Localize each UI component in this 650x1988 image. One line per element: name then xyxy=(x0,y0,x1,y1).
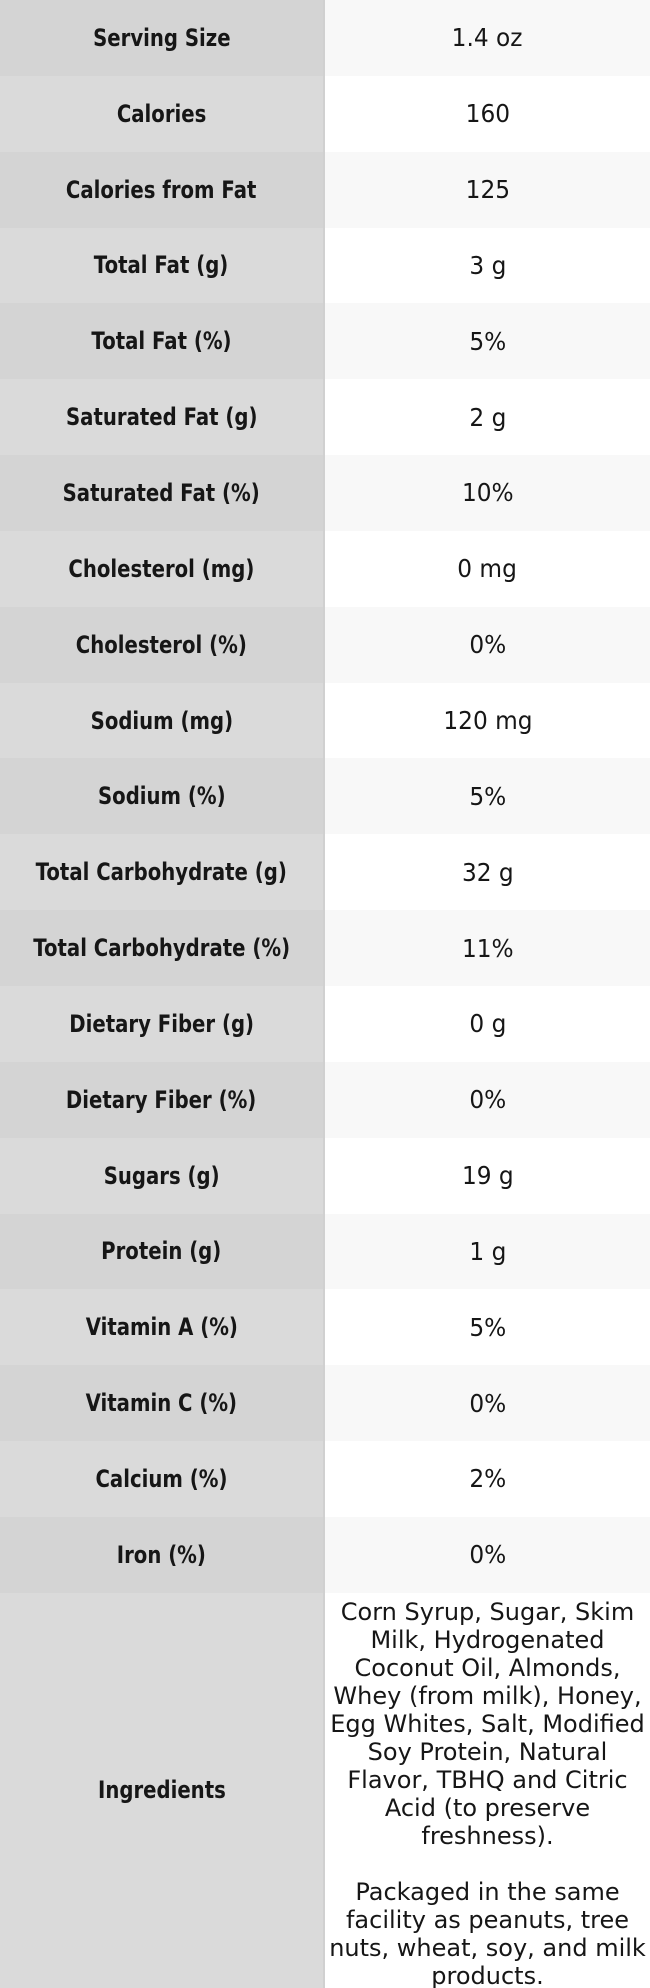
row-value: 0% xyxy=(469,1540,506,1570)
row-label: Total Fat (g) xyxy=(94,251,229,280)
row-label-cell: Sodium (%) xyxy=(0,758,325,835)
row-label: Calcium (%) xyxy=(95,1464,228,1493)
row-value-cell: 32 g xyxy=(325,834,650,911)
row-label: Saturated Fat (%) xyxy=(62,478,261,507)
row-value-cell: 11% xyxy=(325,910,650,986)
row-value: 5% xyxy=(469,781,506,811)
row-label: Calories from Fat xyxy=(66,175,257,204)
row-value: 0 g xyxy=(469,1009,506,1039)
row-value-cell: 3 g xyxy=(325,227,650,304)
row-value: 2 g xyxy=(469,402,506,432)
row-label-cell: Saturated Fat (%) xyxy=(0,455,325,531)
row-label-cell: Cholesterol (%) xyxy=(0,606,325,683)
row-label-cell: Dietary Fiber (%) xyxy=(0,1061,325,1138)
row-value-cell: 0% xyxy=(325,1516,650,1593)
row-label: Iron (%) xyxy=(116,1540,207,1569)
row-label-cell: Vitamin C (%) xyxy=(0,1365,325,1442)
row-label: Cholesterol (mg) xyxy=(68,554,255,583)
row-value-cell: 0% xyxy=(325,1365,650,1442)
row-label-cell: Total Fat (g) xyxy=(0,227,325,304)
row-label: Total Carbohydrate (%) xyxy=(33,934,290,963)
row-label-cell: Cholesterol (mg) xyxy=(0,530,325,607)
row-label-cell: Total Fat (%) xyxy=(0,303,325,380)
row-label-cell: Protein (g) xyxy=(0,1213,325,1290)
row-label-cell: Serving Size xyxy=(0,0,325,76)
row-label-cell: Sodium (mg) xyxy=(0,682,325,759)
row-label: Vitamin A (%) xyxy=(85,1313,238,1342)
row-value-cell: 5% xyxy=(325,303,650,380)
row-label-cell: Calcium (%) xyxy=(0,1441,325,1517)
row-label-cell: Total Carbohydrate (%) xyxy=(0,910,325,986)
row-value: 2% xyxy=(469,1464,506,1494)
row-value-cell: 2% xyxy=(325,1441,650,1517)
row-label: Dietary Fiber (%) xyxy=(66,1085,257,1114)
row-label: Serving Size xyxy=(92,23,231,52)
row-label-cell: Iron (%) xyxy=(0,1516,325,1593)
row-label: Vitamin C (%) xyxy=(85,1389,238,1418)
allergen-notice-text: Packaged in the same facility as peanuts… xyxy=(329,1877,646,1988)
row-value: 11% xyxy=(461,933,514,963)
row-value: 0% xyxy=(469,1388,506,1418)
row-value-cell: 10% xyxy=(325,455,650,531)
row-value-cell: 0 g xyxy=(325,985,650,1062)
row-value-cell: 120 mg xyxy=(325,682,650,759)
row-value: 19 g xyxy=(461,1161,514,1191)
row-value: 3 g xyxy=(469,250,506,280)
ingredients-label: Ingredients xyxy=(97,1776,226,1805)
row-value: 5% xyxy=(469,1312,506,1342)
ingredients-text: Corn Syrup, Sugar, Skim Milk, Hydrogenat… xyxy=(330,1597,645,1850)
row-label: Cholesterol (%) xyxy=(75,630,248,659)
row-label-cell: Calories xyxy=(0,75,325,152)
row-label: Sodium (mg) xyxy=(90,706,233,735)
ingredients-label-cell: Ingredients xyxy=(0,1592,325,1988)
row-label: Calories xyxy=(116,99,207,128)
row-value-cell: 2 g xyxy=(325,379,650,456)
row-value: 10% xyxy=(461,478,514,508)
row-value-cell: 1 g xyxy=(325,1213,650,1290)
row-value: 120 mg xyxy=(442,706,533,736)
row-value-cell: 1.4 oz xyxy=(325,0,650,76)
row-value-cell: 125 xyxy=(325,151,650,228)
row-value: 125 xyxy=(465,175,510,205)
row-value-cell: 5% xyxy=(325,1289,650,1366)
row-label-cell: Sugars (g) xyxy=(0,1137,325,1214)
row-value: 32 g xyxy=(461,857,514,887)
ingredients-value-cell: Corn Syrup, Sugar, Skim Milk, Hydrogenat… xyxy=(325,1592,650,1988)
row-value: 0 mg xyxy=(457,554,518,584)
row-label-cell: Calories from Fat xyxy=(0,151,325,228)
row-value: 1.4 oz xyxy=(452,23,523,53)
row-label: Protein (g) xyxy=(101,1237,222,1266)
row-value: 5% xyxy=(469,326,506,356)
row-value-cell: 19 g xyxy=(325,1137,650,1214)
row-label: Dietary Fiber (g) xyxy=(69,1009,254,1038)
row-label: Saturated Fat (g) xyxy=(65,403,258,432)
row-label: Total Carbohydrate (g) xyxy=(35,858,288,887)
row-label: Sodium (%) xyxy=(97,782,226,811)
row-label-cell: Total Carbohydrate (g) xyxy=(0,834,325,911)
row-value: 0% xyxy=(469,1085,506,1115)
row-label: Total Fat (%) xyxy=(91,327,232,356)
row-label-cell: Saturated Fat (g) xyxy=(0,379,325,456)
row-label-cell: Vitamin A (%) xyxy=(0,1289,325,1366)
row-value-cell: 0% xyxy=(325,606,650,683)
row-label-cell: Dietary Fiber (g) xyxy=(0,985,325,1062)
row-value: 160 xyxy=(465,99,510,129)
row-value: 0% xyxy=(469,630,506,660)
row-value-cell: 0% xyxy=(325,1061,650,1138)
row-value-cell: 5% xyxy=(325,758,650,835)
row-value: 1 g xyxy=(469,1236,506,1266)
row-value-cell: 0 mg xyxy=(325,530,650,607)
row-value-cell: 160 xyxy=(325,75,650,152)
row-label: Sugars (g) xyxy=(103,1161,220,1190)
